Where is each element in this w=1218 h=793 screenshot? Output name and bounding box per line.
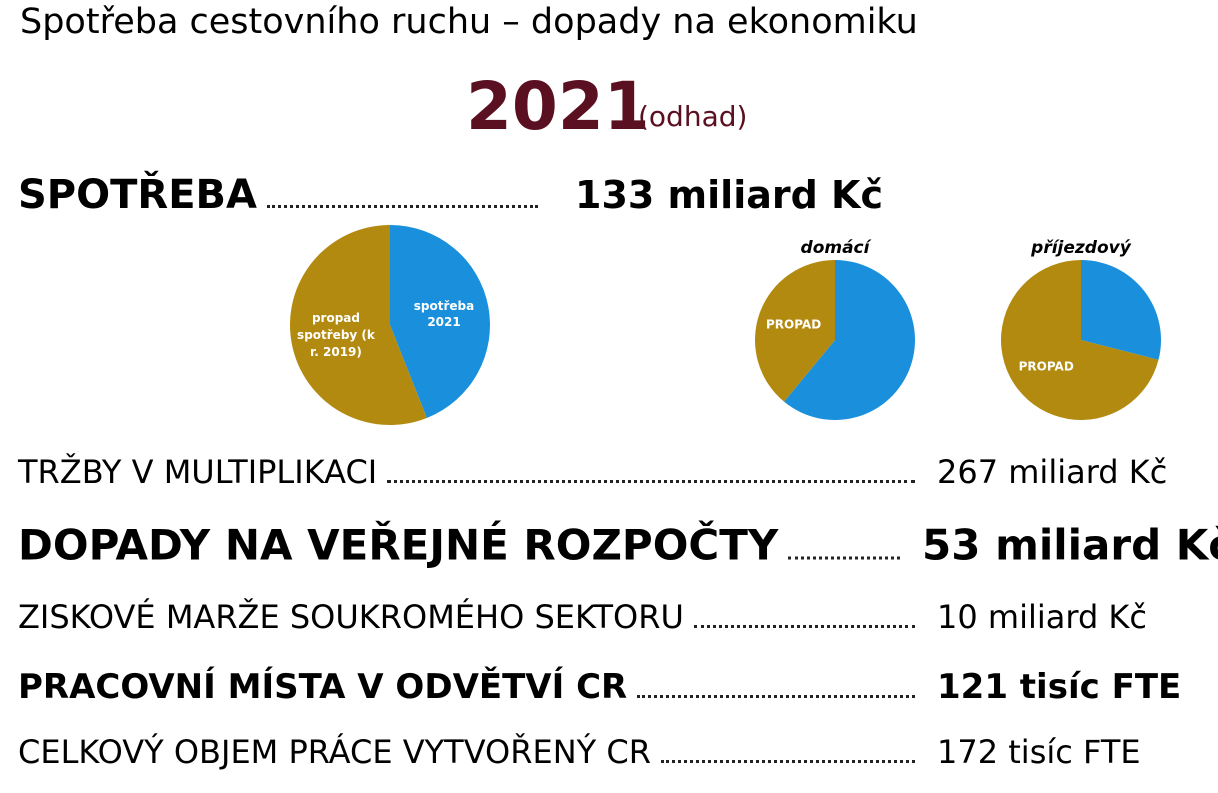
- leader: [266, 205, 538, 208]
- summary-row: SPOTŘEBA: [18, 172, 548, 218]
- row: PRACOVNÍ MÍSTA V ODVĚTVÍ CR: [18, 667, 925, 707]
- slice-label: spotřeba 2021: [413, 298, 475, 330]
- slide-title: Spotřeba cestovního ruchu – dopady na ek…: [20, 2, 918, 42]
- row-label: PRACOVNÍ MÍSTA V ODVĚTVÍ CR: [18, 667, 628, 707]
- pie-slice: [1001, 260, 1159, 421]
- summary-value: 133 miliard Kč: [575, 173, 884, 217]
- row-label: ZISKOVÉ MARŽE SOUKROMÉHO SEKTORU: [18, 598, 684, 636]
- row: TRŽBY V MULTIPLIKACI: [18, 453, 925, 491]
- row-label: CELKOVÝ OBJEM PRÁCE VYTVOŘENÝ CR: [18, 733, 651, 771]
- pie-slice: [390, 225, 491, 418]
- slice-label: propad spotřeby (k r. 2019): [297, 311, 375, 359]
- leader: [693, 625, 915, 628]
- leader: [660, 760, 915, 763]
- row-value: 10 miliard Kč: [937, 598, 1147, 636]
- row-value: 53 miliard Kč: [922, 520, 1218, 570]
- year-note: (odhad): [638, 100, 748, 133]
- row: CELKOVÝ OBJEM PRÁCE VYTVOŘENÝ CR: [18, 733, 925, 771]
- pie-title: příjezdový: [1031, 238, 1131, 258]
- row-value: 267 miliard Kč: [937, 453, 1168, 491]
- row: DOPADY NA VEŘEJNÉ ROZPOČTY: [18, 521, 910, 570]
- pie-slice: [290, 225, 427, 425]
- row-label: TRŽBY V MULTIPLIKACI: [18, 453, 378, 491]
- leader: [637, 695, 915, 698]
- row-label: DOPADY NA VEŘEJNÉ ROZPOČTY: [18, 520, 779, 570]
- row: ZISKOVÉ MARŽE SOUKROMÉHO SEKTORU: [18, 598, 925, 636]
- summary-label: SPOTŘEBA: [18, 172, 257, 218]
- pie-title: domácí: [800, 238, 870, 258]
- pie-slice: [1081, 260, 1161, 360]
- row-value: 121 tisíc FTE: [937, 667, 1182, 707]
- slice-label: PROPAD: [1018, 359, 1074, 374]
- pie-slice: [784, 260, 915, 421]
- row-value: 172 tisíc FTE: [937, 733, 1141, 771]
- leader: [788, 556, 900, 560]
- year: 2021: [466, 68, 650, 145]
- slice-label: PROPAD: [766, 317, 822, 332]
- leader: [387, 480, 915, 483]
- pie-slice: [755, 260, 835, 402]
